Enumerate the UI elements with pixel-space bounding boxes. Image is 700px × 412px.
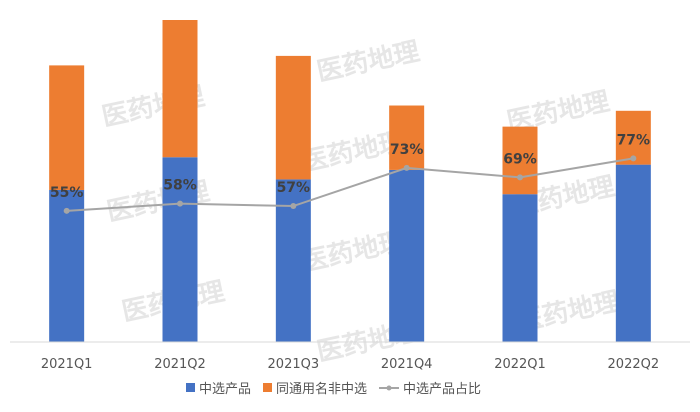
- x-tick-label: 2022Q2: [608, 357, 660, 372]
- line-layer: 55% 58% 57% 73% 69% 77%: [50, 132, 651, 214]
- share-data-label: 55%: [50, 185, 84, 201]
- legend-share-marker: [386, 385, 392, 391]
- bar-selected-2021Q1: [49, 189, 85, 342]
- bar-non-selected-2021Q4: [389, 105, 425, 170]
- bar-selected-2021Q2: [162, 157, 198, 342]
- share-point-2021Q1: [63, 207, 70, 214]
- legend-non-selected-swatch: [263, 383, 272, 392]
- legend-non-selected-label: 同通用名非中选: [276, 381, 367, 397]
- x-tick-labels: 2021Q1 2021Q2 2021Q3 2021Q4 2022Q1 2022Q2: [41, 357, 659, 372]
- share-data-label: 77%: [617, 132, 651, 148]
- bar-selected-2021Q4: [389, 169, 425, 342]
- share-data-label: 69%: [503, 151, 537, 167]
- bar-non-selected-2022Q1: [502, 126, 538, 195]
- share-point-2021Q3: [290, 203, 297, 210]
- bar-non-selected-2021Q3: [275, 55, 311, 180]
- legend-selected-label: 中选产品: [199, 382, 251, 397]
- share-point-2021Q4: [403, 164, 410, 171]
- share-point-2021Q2: [177, 200, 183, 207]
- x-tick-label: 2021Q2: [154, 357, 206, 372]
- share-point-2022Q1: [517, 174, 523, 181]
- legend-selected-swatch: [186, 383, 195, 392]
- share-data-label: 57%: [277, 180, 311, 196]
- bar-non-selected-2021Q2: [162, 20, 198, 158]
- x-tick-label: 2021Q4: [381, 357, 433, 372]
- x-tick-label: 2022Q1: [494, 357, 546, 372]
- bars-layer: [49, 20, 651, 342]
- share-data-label: 58%: [163, 178, 197, 194]
- bar-selected-2022Q1: [502, 194, 538, 342]
- watermark-text: 医药地理: [314, 37, 422, 88]
- bar-non-selected-2021Q1: [49, 65, 85, 190]
- legend: 中选产品 同通用名非中选 中选产品占比: [186, 381, 481, 397]
- share-data-label: 73%: [390, 142, 424, 158]
- bar-selected-2022Q2: [615, 164, 651, 342]
- x-tick-label: 2021Q3: [268, 357, 320, 372]
- share-line: [66, 157, 634, 212]
- x-tick-label: 2021Q1: [41, 357, 93, 372]
- share-point-2022Q2: [630, 155, 637, 162]
- legend-share-label: 中选产品占比: [403, 382, 481, 397]
